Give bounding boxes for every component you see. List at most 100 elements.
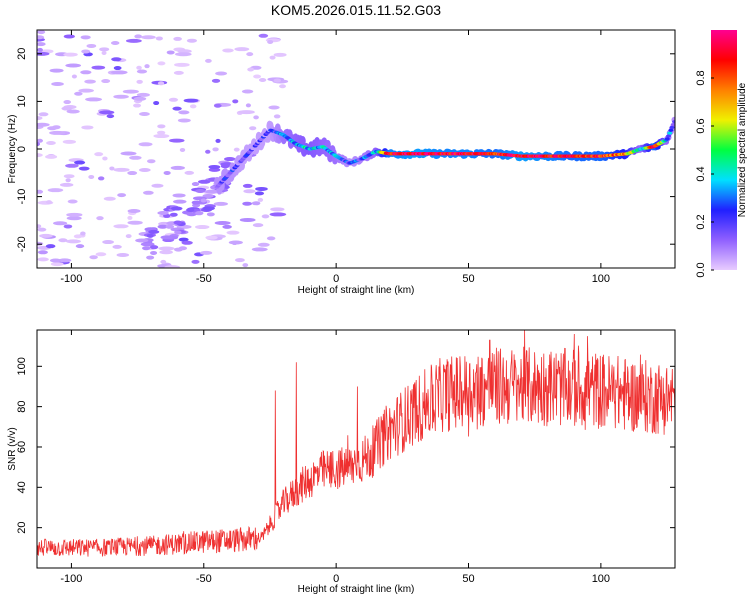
spectrogram-cell: [194, 225, 210, 230]
spectrogram-cell: [49, 130, 66, 135]
spectrogram-cell: [245, 103, 251, 108]
spectrogram-cell: [50, 262, 64, 267]
spectrogram-cell: [113, 224, 129, 229]
spectrogram-cell: [136, 65, 142, 70]
snr-y-ticks: 20 40 60 80 100: [16, 357, 675, 534]
spectrogram-cell: [213, 103, 222, 108]
spectrogram-cell: [39, 233, 53, 238]
spectrogram-cell: [127, 220, 143, 225]
x-tick-label: 50: [462, 273, 474, 285]
colorbar-label: Normalized spectral amplitude: [737, 82, 748, 217]
spectrogram-cell: [99, 110, 115, 115]
spectrogram-cell: [102, 156, 108, 161]
spectrogram-cell: [65, 163, 79, 168]
spectrogram-cell: [125, 234, 132, 239]
spectrogram-cell: [299, 136, 306, 147]
y-tick-label: 100: [16, 357, 28, 375]
spectrogram-cell: [205, 235, 218, 240]
spectrogram-cell: [232, 99, 239, 104]
spectrogram-cell: [241, 89, 254, 94]
spectrogram-cell: [65, 239, 81, 244]
spectrogram-cell: [80, 35, 91, 40]
y-tick-label: 80: [16, 401, 28, 413]
spectrogram-cell: [136, 79, 143, 84]
spectrogram-cell: [65, 178, 71, 183]
spectrogram-cell: [179, 147, 186, 152]
spectrogram-cell: [168, 138, 185, 143]
spectrogram-cell: [74, 91, 83, 96]
spectrogram-cell: [146, 233, 154, 238]
spectrogram-cell: [202, 206, 215, 211]
spectrogram-cell: [37, 189, 44, 194]
spectrogram-cell: [45, 154, 58, 159]
spectrogram-cell: [37, 227, 47, 232]
y-tick-label: 20: [16, 48, 28, 60]
spectrogram-cell: [49, 68, 64, 73]
spectrogram-cell: [91, 65, 106, 70]
snr-x-axis-label: Height of straight line (km): [298, 584, 415, 595]
spectrogram-cell: [174, 247, 183, 252]
spectrogram-cell: [53, 221, 68, 226]
spectrogram-cell: [222, 48, 234, 53]
spectrogram-cell: [235, 258, 245, 263]
spectrogram-cell: [37, 224, 42, 229]
spectrogram-cell: [242, 201, 253, 206]
spectrogram-cell: [251, 247, 268, 252]
spectrogram-cell: [37, 257, 49, 262]
spectrogram-cell: [184, 170, 195, 175]
spectrogram-cell: [99, 47, 110, 52]
spectrogram-cell: [243, 189, 256, 194]
spectrogram-cell: [135, 238, 149, 243]
spectrogram-cell: [63, 34, 75, 39]
spectrogram-cell: [211, 78, 221, 83]
spectrogram-cell: [134, 34, 143, 39]
spectrogram-cell: [214, 221, 231, 226]
spectrogram-cell: [133, 96, 147, 101]
spectrogram-cell: [255, 186, 268, 191]
spectrogram-cell: [177, 49, 192, 54]
spectrogram-cell: [84, 79, 96, 84]
spectrogram-cell: [58, 238, 68, 243]
y-tick-label: 40: [16, 481, 28, 493]
spectrogram-cell: [247, 67, 255, 72]
spectrogram-cell: [86, 43, 97, 48]
spectrogram-cell: [109, 166, 115, 171]
spectrogram-x-ticks: -100 -50 0 50 100: [60, 30, 610, 285]
spectrogram-cell: [71, 74, 77, 79]
spectrogram-cell: [234, 47, 250, 52]
spectrogram-cell: [183, 98, 199, 103]
spectrogram-cell: [238, 110, 255, 115]
spectrogram-cell: [204, 189, 219, 194]
spectrogram-cell: [197, 179, 211, 184]
spectrogram-cell: [273, 78, 282, 83]
spectrogram-cell: [253, 74, 262, 79]
spectrogram-cell: [95, 252, 107, 257]
spectrogram-cell: [178, 237, 189, 242]
spectrogram-cell: [174, 62, 190, 67]
y-tick-label: -10: [16, 189, 28, 205]
spectrogram-cell: [208, 164, 221, 169]
spectrogram-cell: [58, 258, 72, 263]
x-tick-label: -100: [60, 273, 82, 285]
spectrogram-cell: [273, 114, 281, 119]
spectrogram-cell: [38, 112, 49, 117]
spectrogram-cell: [191, 200, 201, 205]
spectrogram-cell: [112, 244, 122, 249]
spectrogram-cell: [157, 61, 166, 66]
y-tick-label: 10: [16, 95, 28, 107]
spectrogram-cell: [45, 244, 56, 249]
spectrogram-cell: [117, 193, 127, 198]
spectrogram-cell: [177, 118, 191, 123]
x-tick-label: 100: [592, 273, 610, 285]
spectrogram-cell: [81, 49, 91, 54]
spectrogram-cell: [226, 230, 240, 235]
spectrogram-cell: [111, 57, 122, 62]
spectrogram-cell: [97, 176, 105, 181]
colorbar-ticks: 0.0 0.2 0.4 0.6 0.8: [695, 70, 714, 278]
spectrogram-cell: [213, 201, 229, 206]
spectrogram-cell: [66, 216, 82, 221]
spectrogram-cell: [66, 212, 83, 217]
spectrogram-cell: [142, 190, 154, 195]
spectrogram-cell: [200, 198, 207, 203]
y-tick-label: 60: [16, 441, 28, 453]
